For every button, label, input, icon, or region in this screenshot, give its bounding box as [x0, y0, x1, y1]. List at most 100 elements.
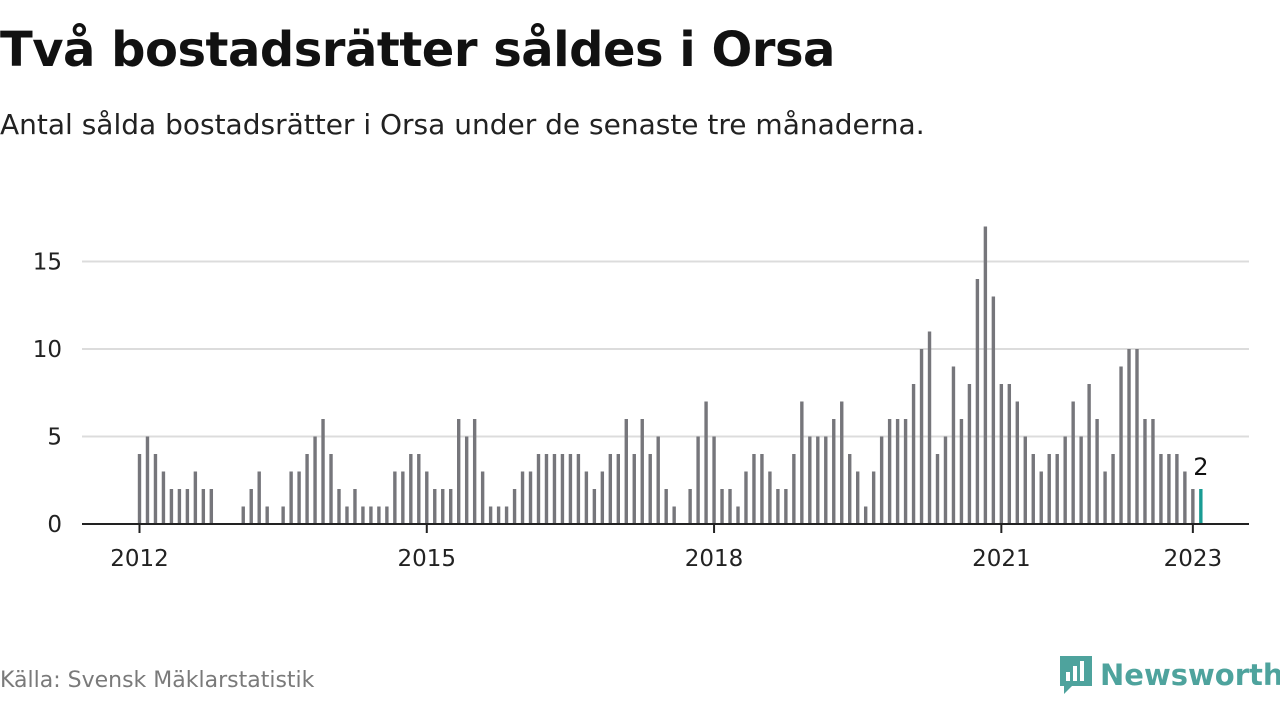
bar [768, 471, 772, 524]
bar [943, 436, 948, 524]
bar-chart: 0 5 10 15 2 2012 2015 2018 2021 2023 [33, 226, 1249, 572]
bars [137, 226, 1203, 524]
brand-name: Newsworthy [1100, 658, 1280, 692]
bar [137, 454, 142, 524]
bar [409, 454, 413, 524]
bar [353, 489, 357, 524]
bar [393, 471, 397, 524]
bar [560, 454, 565, 524]
bar [816, 436, 820, 524]
bar [504, 506, 509, 524]
bar [832, 419, 836, 524]
bar [488, 506, 493, 524]
y-tick-label: 15 [33, 250, 62, 276]
bar [744, 471, 748, 524]
chart-title: Två bostadsrätter såldes i Orsa [0, 22, 835, 78]
bar [840, 401, 844, 524]
bar [704, 401, 708, 524]
bar [1063, 436, 1067, 524]
bar [879, 436, 884, 524]
bar [257, 471, 261, 524]
bar [1175, 454, 1179, 524]
bar [720, 489, 724, 524]
bar [520, 471, 525, 524]
newsworthy-logo-icon [1060, 656, 1092, 694]
bar [1079, 436, 1083, 524]
bar [1047, 454, 1051, 524]
bar [927, 331, 932, 524]
bar [752, 454, 756, 524]
bar [1167, 454, 1171, 524]
bar [959, 419, 964, 524]
bar [1095, 419, 1099, 524]
bar [760, 454, 764, 524]
bar [337, 489, 341, 524]
bar [664, 489, 668, 524]
bar [305, 454, 309, 524]
x-tick-label: 2018 [685, 546, 744, 572]
bar [1023, 436, 1027, 524]
bar [584, 471, 589, 524]
bar [361, 506, 365, 524]
bar [289, 471, 293, 524]
chart-subtitle: Antal sålda bostadsrätter i Orsa under d… [0, 108, 925, 141]
bar [903, 419, 908, 524]
bar [169, 489, 174, 524]
bar [656, 436, 660, 524]
bar [425, 471, 429, 524]
bar [265, 506, 269, 524]
bar [1119, 366, 1123, 524]
bar [824, 436, 828, 524]
bar [193, 471, 198, 524]
bar [329, 454, 333, 524]
bar [544, 454, 549, 524]
bar [935, 454, 940, 524]
bar [736, 506, 740, 524]
x-tick-label: 2021 [972, 546, 1031, 572]
bar [999, 384, 1004, 524]
y-tick-label: 5 [47, 425, 62, 451]
bar [153, 454, 158, 524]
bar [776, 489, 780, 524]
bar [1031, 454, 1035, 524]
bar [871, 471, 876, 524]
x-tick-label: 2015 [398, 546, 457, 572]
source-note: Källa: Svensk Mäklarstatistik [0, 668, 315, 693]
bar [1071, 401, 1075, 524]
bar [369, 506, 373, 524]
bar [1039, 471, 1043, 524]
bar [241, 506, 245, 524]
bar [297, 471, 301, 524]
brand-logo: Newsworthy [1058, 652, 1280, 698]
bar [1127, 349, 1131, 524]
bar [975, 279, 980, 524]
bar [441, 489, 445, 524]
bar [848, 454, 852, 524]
bar [991, 296, 996, 524]
bar [496, 506, 501, 524]
bar [185, 489, 190, 524]
bar [672, 506, 676, 524]
bar [1183, 471, 1187, 524]
bar [281, 506, 285, 524]
bar [552, 454, 557, 524]
bar [401, 471, 405, 524]
bar [1055, 454, 1059, 524]
bar [512, 489, 517, 524]
bar [1111, 454, 1115, 524]
bar [249, 489, 253, 524]
bar [784, 489, 788, 524]
bar [576, 454, 581, 524]
bar [616, 454, 620, 524]
bar [728, 489, 732, 524]
bar [145, 436, 150, 524]
bar [433, 489, 437, 524]
bar [536, 454, 541, 524]
bar [919, 349, 924, 524]
bar [696, 436, 700, 524]
bar [464, 436, 469, 524]
bar [632, 454, 636, 524]
bar [856, 471, 860, 524]
bar [608, 454, 613, 524]
bar [887, 419, 892, 524]
